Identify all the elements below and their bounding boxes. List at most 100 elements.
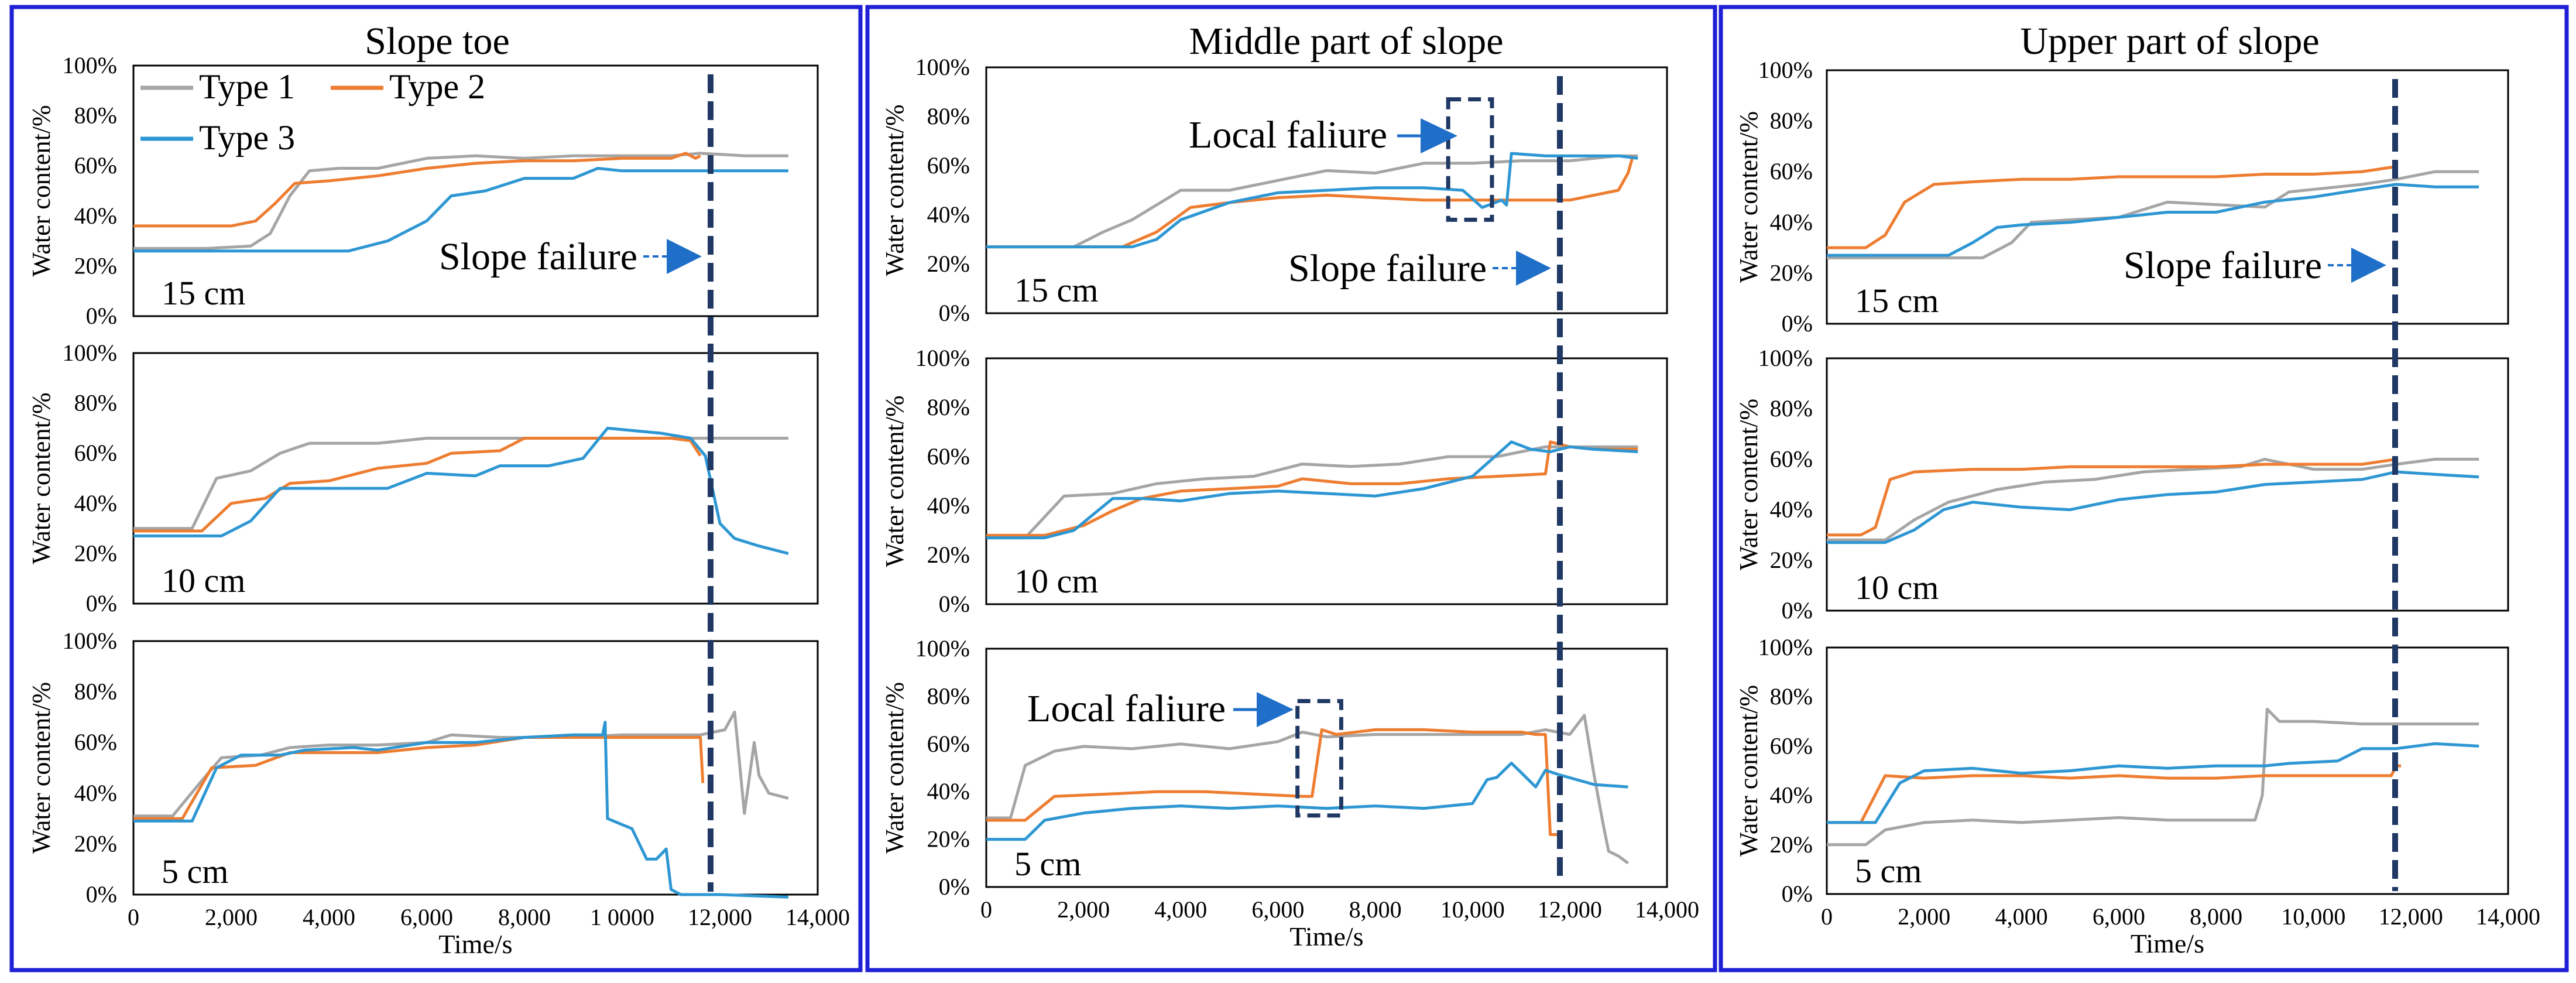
panel-border — [865, 5, 1717, 972]
panel-border — [9, 5, 863, 972]
y-axis-label: Water content/% — [880, 682, 909, 854]
y-tick-label: 100% — [915, 635, 970, 662]
y-tick-label: 60% — [74, 152, 117, 179]
local-failure-label: Local faliure — [1027, 687, 1226, 730]
x-tick-label: 14,000 — [1635, 896, 1699, 923]
y-tick-label: 60% — [1770, 732, 1813, 759]
panel-0: Slope toe 0% 20% 40% 60% 80% 100% Water content… — [9, 5, 863, 972]
y-axis-label: Water content/% — [1734, 111, 1763, 283]
y-tick-label: 20% — [1770, 259, 1813, 286]
series-line-type-2 — [133, 152, 701, 228]
x-tick-label: 14,000 — [2476, 903, 2540, 930]
x-tick-label: 12,000 — [1538, 896, 1602, 923]
panel-title: Slope toe — [365, 20, 509, 63]
y-tick-label: 60% — [927, 152, 970, 179]
y-tick-label: 100% — [1758, 345, 1813, 371]
legend-label: Type 1 — [199, 67, 295, 106]
y-tick-label: 40% — [927, 778, 970, 804]
x-tick-label: 2,000 — [205, 904, 258, 930]
legend-label: Type 3 — [199, 118, 295, 157]
x-tick-label: 12,000 — [2379, 903, 2443, 930]
y-tick-label: 100% — [1758, 57, 1813, 83]
x-tick-label: 10,000 — [1440, 896, 1505, 923]
panel-title: Middle part of slope — [1189, 20, 1503, 63]
y-tick-label: 60% — [74, 440, 117, 466]
series-line-type-2 — [1827, 457, 2397, 537]
x-tick-label: 8,000 — [498, 904, 551, 930]
x-tick-label: 6,000 — [1251, 896, 1304, 923]
y-axis-label: Water content/% — [27, 105, 56, 276]
y-tick-label: 40% — [74, 780, 117, 806]
y-tick-label: 100% — [63, 628, 117, 654]
y-tick-label: 0% — [1782, 881, 1813, 907]
local-failure-box — [1446, 97, 1494, 222]
series-line-type-3 — [986, 152, 1638, 249]
x-axis-label: Time/s — [438, 929, 512, 959]
y-axis-label: Water content/% — [880, 104, 909, 276]
depth-label: 10 cm — [1014, 562, 1098, 600]
x-tick-label: 2,000 — [1057, 896, 1110, 923]
plot-frame — [985, 648, 1668, 888]
depth-label: 15 cm — [1014, 271, 1098, 309]
series-line-type-2 — [1827, 764, 2402, 824]
slope-failure-label: Slope failure — [2124, 244, 2322, 287]
y-tick-label: 100% — [915, 345, 970, 371]
y-tick-label: 20% — [1770, 547, 1813, 573]
y-tick-label: 80% — [927, 394, 970, 420]
subplot-5cm: 0% 20% 40% 60% 80% 100% Water content/% 5 cm 0 2,… — [1734, 634, 2540, 958]
y-axis-label: Water content/% — [27, 392, 56, 564]
panel-border — [1719, 5, 2569, 972]
x-tick-label: 14,000 — [786, 904, 850, 930]
x-tick-label: 4,000 — [1154, 896, 1207, 923]
y-tick-label: 60% — [1770, 158, 1813, 184]
series-line-type-1 — [1827, 707, 2479, 847]
x-tick-label: 0 — [1821, 903, 1833, 930]
y-tick-label: 20% — [1770, 831, 1813, 858]
x-tick-label: 8,000 — [2190, 903, 2242, 930]
x-tick-label: 4,000 — [1995, 903, 2048, 930]
series-line-type-2 — [133, 736, 705, 820]
panel-1: Middle part of slope0%20%40%60%80%100%Wa… — [865, 5, 1717, 972]
series-line-type-3 — [1827, 742, 2479, 824]
series-line-type-3 — [133, 167, 788, 253]
y-tick-label: 80% — [927, 683, 970, 709]
x-tick-label: 1 0000 — [590, 904, 654, 930]
legend: Type 1 Type 2 Type 3 — [140, 67, 485, 157]
series-line-type-2 — [986, 155, 1635, 249]
subplot-10cm: 0% 20% 40% 60% 80% 100% Water content/% 10 cm — [1734, 345, 2509, 624]
series-line-type-1 — [986, 154, 1638, 249]
subplot-5cm: 0% 20% 40% 60% 80% 100% Water content/% 5 cm 0 2,… — [27, 628, 850, 959]
y-tick-label: 40% — [74, 203, 117, 229]
local-failure-annotations: Local faliure Local faliure — [1027, 114, 1457, 730]
y-tick-label: 20% — [74, 540, 117, 566]
plot-frame — [132, 64, 819, 317]
depth-label: 5 cm — [1855, 852, 1922, 890]
y-tick-label: 0% — [939, 300, 970, 326]
x-tick-label: 6,000 — [400, 904, 453, 930]
y-tick-label: 40% — [1770, 209, 1813, 235]
x-tick-label: 0 — [128, 904, 139, 930]
local-failure-box — [1295, 699, 1343, 818]
slope-failure-label: Slope failure — [439, 235, 637, 278]
x-tick-label: 4,000 — [303, 904, 355, 930]
y-axis-label: Water content/% — [880, 395, 909, 567]
y-axis-label: Water content/% — [27, 682, 56, 854]
plot-frame — [132, 352, 819, 605]
legend-label: Type 2 — [389, 67, 485, 106]
y-tick-label: 20% — [927, 542, 970, 568]
series-line-type-2 — [986, 728, 1560, 836]
x-tick-label: 8,000 — [1349, 896, 1402, 923]
y-tick-label: 20% — [74, 830, 117, 857]
arrow-head — [667, 239, 702, 274]
y-tick-label: 80% — [1770, 108, 1813, 134]
arrow-head — [1257, 692, 1294, 727]
x-tick-label: 2,000 — [1898, 903, 1950, 930]
x-tick-label: 0 — [980, 896, 992, 923]
panel-2: Upper part of slope 0% 20% 40% 60% 80% 100% Wat… — [1719, 5, 2569, 972]
plot-frame — [132, 640, 819, 896]
series-line-type-3 — [986, 440, 1638, 540]
depth-label: 15 cm — [1855, 282, 1939, 320]
series-line-type-3 — [1827, 183, 2479, 257]
slope-failure-label: Slope failure — [1288, 247, 1487, 290]
